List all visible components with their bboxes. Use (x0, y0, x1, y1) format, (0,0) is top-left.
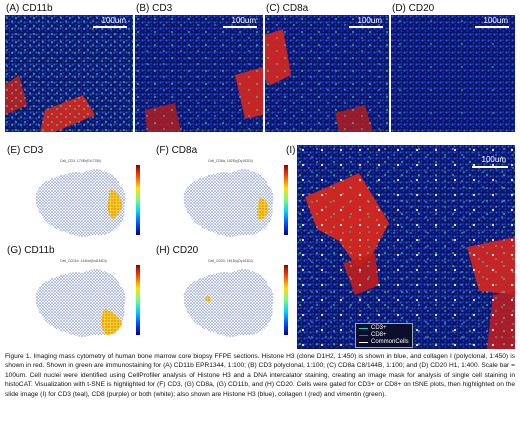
tsne-plot-cd11b: Cell_CD11b, 144Nd(Nd144Di) (28, 257, 146, 345)
panel-b-label: (B) CD3 (136, 3, 173, 14)
scale-text-b: 100um (231, 16, 256, 25)
scale-text-c: 100um (357, 16, 382, 25)
legend-item-cd3: CD3+ (359, 325, 409, 332)
panel-g-label: (G) CD11b (7, 245, 55, 256)
micrograph-cd11b: 100um (5, 15, 133, 132)
micrograph-cd3: 100um (135, 15, 263, 132)
scale-text-d: 100um (483, 16, 508, 25)
tsne-scatter-cd8a (183, 169, 274, 237)
tsne-title-cd11b: Cell_CD11b, 144Nd(Nd144Di) (60, 259, 107, 263)
tsne-title-cd3: Cell_CD3, 170Er(Er170Di) (60, 159, 102, 163)
legend-swatch-cd8 (359, 334, 368, 337)
tsne-plot-cd8a: Cell_CD8a, 162Dy(Dy162Di) (176, 157, 294, 245)
colorbar-cd8a (284, 165, 288, 235)
scale-bar-i (472, 166, 508, 168)
legend-text-cd3: CD3+ (371, 325, 387, 331)
micrograph-panel-i-image (297, 145, 515, 349)
scale-bar-c (349, 26, 383, 28)
micrograph-cd8a: 100um (265, 15, 389, 132)
legend-text-cd8: CD8+ (371, 332, 387, 338)
colorbar-cd20 (284, 265, 288, 335)
panel-a-label: (A) CD11b (6, 3, 53, 14)
tsne-plot-cd3: Cell_CD3, 170Er(Er170Di) (28, 157, 146, 245)
legend-item-common: CommonCells (359, 339, 409, 346)
scale-bar-a (93, 26, 127, 28)
legend-item-cd8: CD8+ (359, 332, 409, 339)
micrograph-cd20-image (391, 15, 515, 132)
micrograph-cd20: 100um (391, 15, 515, 132)
panel-i-label: (I) (286, 145, 296, 156)
panel-c-label: (C) CD8a (266, 3, 309, 14)
legend-panel-i: CD3+ CD8+ CommonCells (355, 323, 413, 348)
micrograph-cd8a-image (265, 15, 389, 132)
panel-h-label: (H) CD20 (156, 245, 199, 256)
tsne-plot-cd20: Cell_CD20, 161Dy(Dy161Di) (176, 257, 294, 345)
panel-f-label: (F) CD8a (156, 145, 198, 156)
legend-swatch-cd3 (359, 327, 368, 330)
tsne-title-cd20: Cell_CD20, 161Dy(Dy161Di) (208, 259, 253, 263)
micrograph-cd3-image (135, 15, 263, 132)
scale-text-a: 100um (101, 16, 126, 25)
tsne-scatter-cd20 (183, 269, 274, 337)
colorbar-cd3 (136, 165, 140, 235)
colorbar-cd11b (136, 265, 140, 335)
panel-d-label: (D) CD20 (392, 3, 435, 14)
panel-e-label: (E) CD3 (7, 145, 44, 156)
micrograph-panel-i: 100um CD3+ CD8+ CommonCells (297, 145, 515, 349)
scale-bar-d (475, 26, 509, 28)
tsne-title-cd8a: Cell_CD8a, 162Dy(Dy162Di) (208, 159, 253, 163)
legend-swatch-common (359, 341, 368, 344)
micrograph-cd11b-image (5, 15, 133, 132)
scale-bar-b (223, 26, 257, 28)
tsne-scatter-cd11b (35, 269, 126, 337)
scale-text-i: 100um (481, 155, 506, 164)
figure-caption: Figure 1. Imaging mass cytometry of huma… (5, 353, 515, 398)
tsne-scatter-cd3 (35, 169, 126, 237)
legend-text-common: CommonCells (371, 339, 409, 345)
